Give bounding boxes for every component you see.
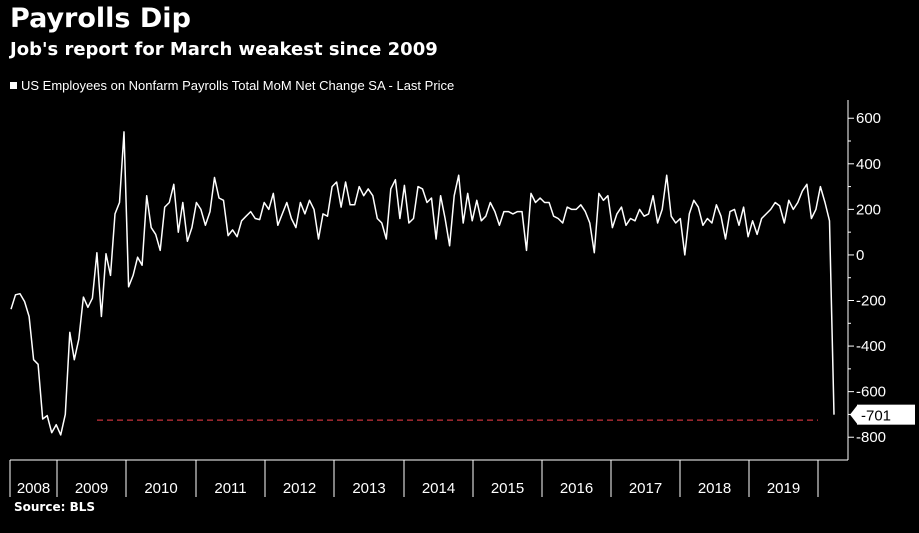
y-tick-label: 0 [856, 247, 864, 264]
last-value-box [857, 404, 915, 425]
y-tick-label: -800 [856, 429, 886, 446]
series-line [10, 131, 835, 436]
x-tick-label: 2011 [214, 480, 246, 497]
y-tick-label: 200 [856, 201, 881, 218]
x-tick-label: 2014 [422, 480, 455, 497]
x-tick-label: 2012 [283, 480, 316, 497]
legend-swatch [10, 82, 17, 89]
x-tick-label: 2016 [560, 480, 593, 497]
x-tick-label: 2008 [17, 480, 50, 497]
x-tick-label: 2019 [767, 480, 800, 497]
x-tick-label: 2010 [144, 480, 177, 497]
x-tick-label: 2018 [698, 480, 731, 497]
y-tick-label: -400 [856, 338, 886, 355]
x-tick-label: 2009 [75, 480, 108, 497]
y-tick-label: 600 [856, 110, 881, 127]
callout-arrow [850, 405, 857, 424]
x-tick-label: 2017 [629, 480, 662, 497]
y-tick-label: 400 [856, 156, 881, 173]
y-tick-label: -600 [856, 384, 886, 401]
legend: US Employees on Nonfarm Payrolls Total M… [10, 78, 454, 93]
legend-label: US Employees on Nonfarm Payrolls Total M… [21, 78, 455, 93]
chart-title: Payrolls Dip [10, 3, 191, 34]
source-note: Source: BLS [14, 500, 96, 514]
x-tick-label: 2015 [491, 480, 524, 497]
x-tick-label: 2013 [352, 480, 385, 497]
chart-subtitle: Job's report for March weakest since 200… [10, 39, 438, 60]
plot-area [10, 100, 848, 460]
y-tick-label: -200 [856, 293, 886, 310]
last-value-label: -701 [861, 408, 891, 425]
